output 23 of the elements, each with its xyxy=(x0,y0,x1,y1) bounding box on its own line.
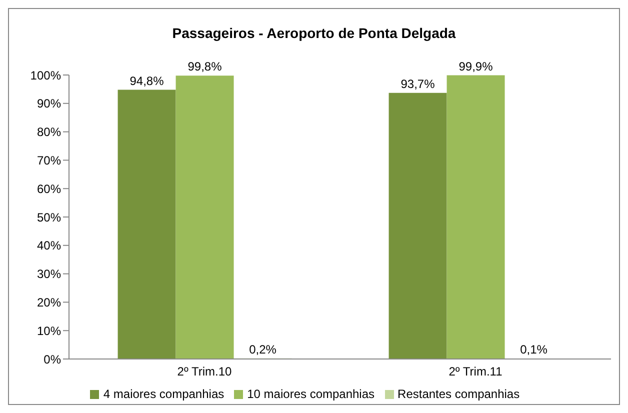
legend-label: 10 maiores companhias xyxy=(247,387,375,401)
y-tick-label: 0% xyxy=(44,352,62,366)
y-tick-label: 80% xyxy=(36,125,62,140)
x-tick-label: 2º Trim.10 xyxy=(177,364,232,379)
chart-title: Passageiros - Aeroporto de Ponta Delgada xyxy=(171,25,457,43)
data-label: 99,8% xyxy=(188,60,222,74)
y-tick-label: 30% xyxy=(36,267,62,282)
x-tick-label: 2º Trim.11 xyxy=(448,364,503,379)
y-tick-label: 60% xyxy=(36,182,62,196)
y-tick-label: 20% xyxy=(36,295,62,310)
data-label: 93,7% xyxy=(400,76,436,91)
y-tick-label: 40% xyxy=(36,238,62,253)
y-tick-label: 50% xyxy=(36,210,62,224)
y-tick-label: 70% xyxy=(36,153,62,168)
data-label: 0,2% xyxy=(249,342,277,356)
legend-label: 4 maiores companhias xyxy=(103,387,224,401)
data-label: 94,8% xyxy=(130,74,164,88)
y-tick-label: 100% xyxy=(30,68,62,82)
y-tick-label: 10% xyxy=(36,324,62,338)
legend-label: Restantes companhias xyxy=(398,387,520,401)
y-tick-label: 90% xyxy=(36,96,62,111)
data-label: 0,1% xyxy=(520,342,548,357)
data-label: 99,9% xyxy=(458,59,494,74)
